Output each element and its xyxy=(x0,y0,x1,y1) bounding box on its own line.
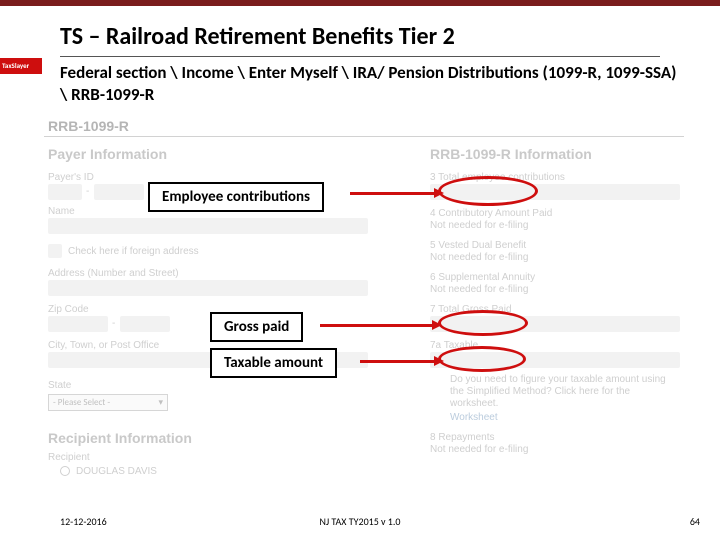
arrow-line-gross xyxy=(320,324,432,327)
chevron-down-icon: ▾ xyxy=(158,397,163,408)
recipient-radio[interactable] xyxy=(60,466,70,476)
label-r6sub: Not needed for e-filing xyxy=(430,284,528,295)
highlight-ellipse-emp xyxy=(438,176,538,206)
callout-taxable-amount: Taxable amount xyxy=(210,348,337,378)
label-zip: Zip Code xyxy=(48,304,89,315)
label-r5: 5 Vested Dual Benefit xyxy=(430,240,526,251)
form-header: RRB-1099-R xyxy=(48,118,129,134)
label-city: City, Town, or Post Office xyxy=(48,340,159,351)
right-section-heading: RRB-1099-R Information xyxy=(430,146,592,162)
arrow-line-taxable xyxy=(360,360,434,363)
address-input[interactable] xyxy=(48,280,368,296)
label-r4: 4 Contributory Amount Paid xyxy=(430,208,552,219)
state-select-value: - Please Select - xyxy=(53,397,110,408)
label-foreign: Check here if foreign address xyxy=(68,246,199,257)
foreign-checkbox[interactable] xyxy=(48,244,62,258)
label-r6: 6 Supplemental Annuity xyxy=(430,272,535,283)
label-payer-id: Payer's ID xyxy=(48,172,94,183)
left-section-heading: Payer Information xyxy=(48,146,167,162)
label-r8: 8 Repayments xyxy=(430,432,494,443)
payer-id-input[interactable] xyxy=(48,184,82,200)
label-state: State xyxy=(48,380,71,391)
state-select[interactable]: - Please Select - ▾ xyxy=(48,394,168,411)
payer-id-input-2[interactable] xyxy=(94,184,144,200)
arrow-line-emp xyxy=(350,192,434,195)
callout-employee-contributions: Employee contributions xyxy=(148,182,324,212)
label-r4sub: Not needed for e-filing xyxy=(430,220,528,231)
worksheet-link[interactable]: Worksheet xyxy=(450,412,498,423)
label-r5sub: Not needed for e-filing xyxy=(430,252,528,263)
footer-version: NJ TAX TY2015 v 1.0 xyxy=(0,515,720,528)
recipient-name: DOUGLAS DAVIS xyxy=(76,466,157,477)
zip-input[interactable] xyxy=(48,316,108,332)
brand-logo: TaxSlayer xyxy=(0,58,42,74)
page-title: TS – Railroad Retirement Benefits Tier 2 xyxy=(60,22,455,51)
highlight-ellipse-taxable xyxy=(438,346,526,372)
label-r7a-help: Do you need to figure your taxable amoun… xyxy=(450,374,680,410)
breadcrumb: Federal section \ Income \ Enter Myself … xyxy=(60,62,680,106)
label-address: Address (Number and Street) xyxy=(48,268,179,279)
recipient-section-heading: Recipient Information xyxy=(48,430,192,446)
label-r8sub: Not needed for e-filing xyxy=(430,444,528,455)
divider xyxy=(44,136,684,137)
zip-input-2[interactable] xyxy=(120,316,170,332)
footer-page-number: 64 xyxy=(690,515,700,528)
label-name: Name xyxy=(48,206,75,217)
label-recipient: Recipient xyxy=(48,452,90,463)
callout-gross-paid: Gross paid xyxy=(210,312,303,342)
title-underline xyxy=(60,56,660,57)
highlight-ellipse-gross xyxy=(438,310,528,336)
name-input[interactable] xyxy=(48,218,368,234)
